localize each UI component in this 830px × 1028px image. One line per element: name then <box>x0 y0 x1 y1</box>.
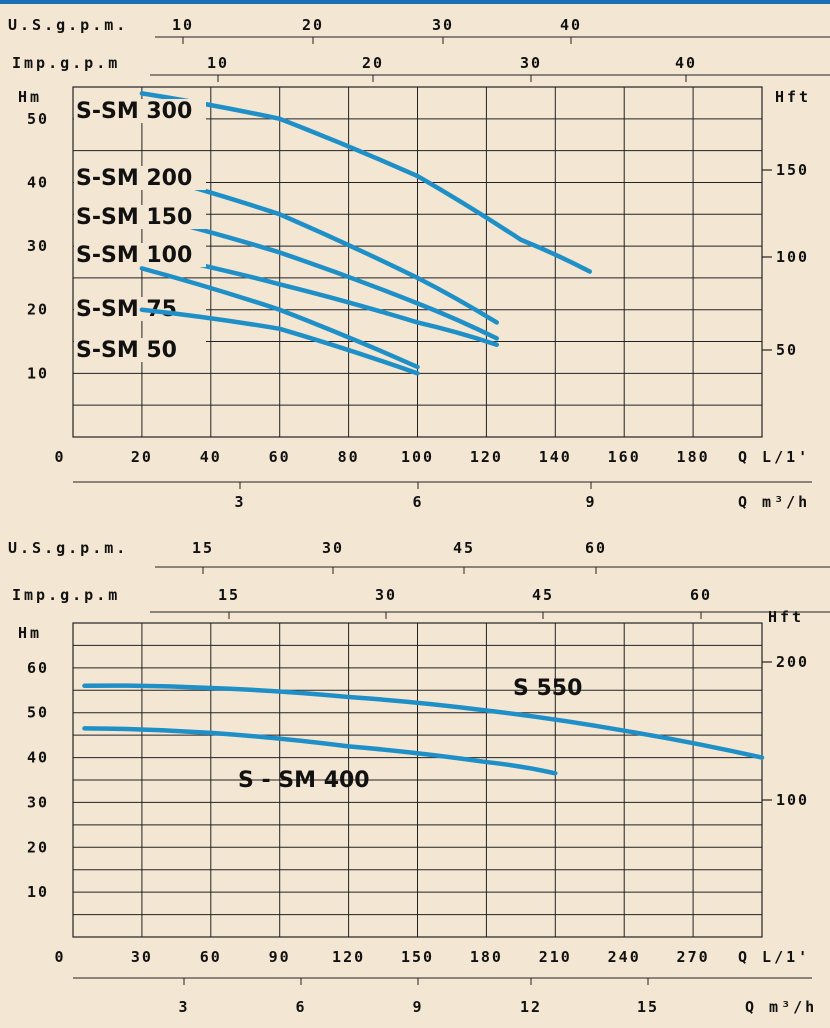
chart2-m3h-tick-label: 3 <box>178 998 189 1016</box>
chart2-y-tick-label: 40 <box>27 749 49 767</box>
chart1-series-line-2 <box>139 170 499 325</box>
chart2-x-axis-label: Q L/1' <box>738 948 810 966</box>
chart1-right-tick-label: 150 <box>776 161 809 179</box>
chart1-usgpm-tick-label: 30 <box>432 16 454 34</box>
chart1-x-tick-label: 60 <box>269 448 291 466</box>
chart2-y-tick-label: 20 <box>27 838 49 856</box>
chart2-y-tick-label: 60 <box>27 659 49 677</box>
chart2-x-tick-label: 180 <box>470 948 503 966</box>
chart2-series-label: S 550 <box>513 676 582 701</box>
chart1-y-tick-label: 20 <box>27 301 49 319</box>
chart2-usgpm-tick-label: 15 <box>192 539 214 557</box>
chart1-x-tick-label: 40 <box>200 448 222 466</box>
chart1-impgpm-tick-label: 10 <box>207 54 229 72</box>
chart2-plot-frame <box>72 622 763 938</box>
chart1-series-label-bg <box>74 338 206 362</box>
chart1-series-label: S-SM 200 <box>76 166 192 191</box>
chart1-series-label: S-SM 100 <box>76 243 192 268</box>
chart2-series-line-1 <box>82 683 765 760</box>
chart2-usgpm-label: U.S.g.p.m. <box>8 539 128 557</box>
chart1-series-line-3 <box>139 212 499 341</box>
chart1-series-line-5 <box>139 266 420 370</box>
chart2-x-tick-label: 210 <box>539 948 572 966</box>
chart1-usgpm-label: U.S.g.p.m. <box>8 16 128 34</box>
chart2-m3h-tick-label: 15 <box>637 998 659 1016</box>
chart2-series-line-2 <box>82 726 558 776</box>
chart1-usgpm-tick-label: 10 <box>172 16 194 34</box>
top-border <box>0 0 830 4</box>
chart1-impgpm-tick-label: 20 <box>362 54 384 72</box>
chart1-impgpm-label: Imp.g.p.m <box>12 54 120 72</box>
chart2-m3h-tick-label: 6 <box>295 998 306 1016</box>
chart1-series-label: S-SM 75 <box>76 297 177 322</box>
chart1-x-tick-label: 160 <box>608 448 641 466</box>
chart1-right-tick-label: 100 <box>776 248 809 266</box>
chart1-series-line-4 <box>139 250 499 347</box>
chart2-y-tick-label: 10 <box>27 883 49 901</box>
chart1-series-label: S-SM 300 <box>76 99 192 124</box>
chart2-impgpm-label: Imp.g.p.m <box>12 586 120 604</box>
chart1-plot-frame <box>72 86 763 438</box>
chart1-y-tick-label: 30 <box>27 237 49 255</box>
chart1-x-tick-label: 120 <box>470 448 503 466</box>
chart2-x-tick-label: 90 <box>269 948 291 966</box>
chart1-series-label-bg <box>74 166 206 190</box>
chart1-x-tick-label: 140 <box>539 448 572 466</box>
chart1-series-label-bg <box>74 243 206 267</box>
chart1-series-label: S-SM 50 <box>76 338 177 363</box>
chart2-x-tick-label: 120 <box>332 948 365 966</box>
chart1-series-line-6 <box>139 307 420 376</box>
chart2-y-tick-label: 30 <box>27 793 49 811</box>
chart1-series-line-1 <box>139 91 592 274</box>
chart2-impgpm-tick-label: 60 <box>690 586 712 604</box>
chart2-impgpm-tick-label: 15 <box>218 586 240 604</box>
chart1-m3h-axis-label: Q m³/h <box>738 493 810 511</box>
chart2-impgpm-tick-label: 30 <box>375 586 397 604</box>
chart1-y-tick-label: 10 <box>27 364 49 382</box>
chart1-series-label: S-SM 150 <box>76 205 192 230</box>
chart2-x-tick-label: 240 <box>608 948 641 966</box>
chart2-series-label: S - SM 400 <box>238 768 370 793</box>
chart2-x-tick-label: 150 <box>401 948 434 966</box>
chart1-right-tick-label: 50 <box>776 341 798 359</box>
chart1-x-axis-label: Q L/1' <box>738 448 810 466</box>
chart2-x-tick-label: 0 <box>54 948 65 966</box>
chart1-series-label-bg <box>74 99 206 123</box>
chart1-m3h-tick-label: 6 <box>412 493 423 511</box>
chart2-m3h-axis-label: Q m³/h <box>745 998 817 1016</box>
chart2-usgpm-tick-label: 60 <box>585 539 607 557</box>
chart1-impgpm-tick-label: 40 <box>675 54 697 72</box>
chart1-usgpm-tick-label: 20 <box>302 16 324 34</box>
chart1-series-label-bg <box>74 205 206 229</box>
chart1-x-tick-label: 20 <box>131 448 153 466</box>
chart2-x-tick-label: 270 <box>677 948 710 966</box>
chart1-x-tick-label: 180 <box>677 448 710 466</box>
chart2-y-tick-label: 50 <box>27 704 49 722</box>
chart1-y-tick-label: 50 <box>27 110 49 128</box>
chart1-x-tick-label: 0 <box>54 448 65 466</box>
chart1-m3h-tick-label: 9 <box>585 493 596 511</box>
chart2-m3h-tick-label: 12 <box>520 998 542 1016</box>
chart1-x-tick-label: 100 <box>401 448 434 466</box>
chart1-y-axis-label: Hm <box>18 88 42 106</box>
chart2-right-tick-label: 100 <box>776 791 809 809</box>
chart2-usgpm-tick-label: 45 <box>453 539 475 557</box>
chart1-impgpm-tick-label: 30 <box>520 54 542 72</box>
chart1-usgpm-tick-label: 40 <box>560 16 582 34</box>
chart1-y-tick-label: 40 <box>27 173 49 191</box>
chart2-right-axis-label: Hft <box>768 608 804 626</box>
chart2-m3h-tick-label: 9 <box>412 998 423 1016</box>
chart1-m3h-tick-label: 3 <box>234 493 245 511</box>
chart2-impgpm-tick-label: 45 <box>532 586 554 604</box>
chart1-x-tick-label: 80 <box>338 448 360 466</box>
chart2-right-tick-label: 200 <box>776 653 809 671</box>
chart2-usgpm-tick-label: 30 <box>322 539 344 557</box>
chart2-y-axis-label: Hm <box>18 624 42 642</box>
chart2-x-tick-label: 60 <box>200 948 222 966</box>
chart1-right-axis-label: Hft <box>775 88 811 106</box>
chart2-x-tick-label: 30 <box>131 948 153 966</box>
